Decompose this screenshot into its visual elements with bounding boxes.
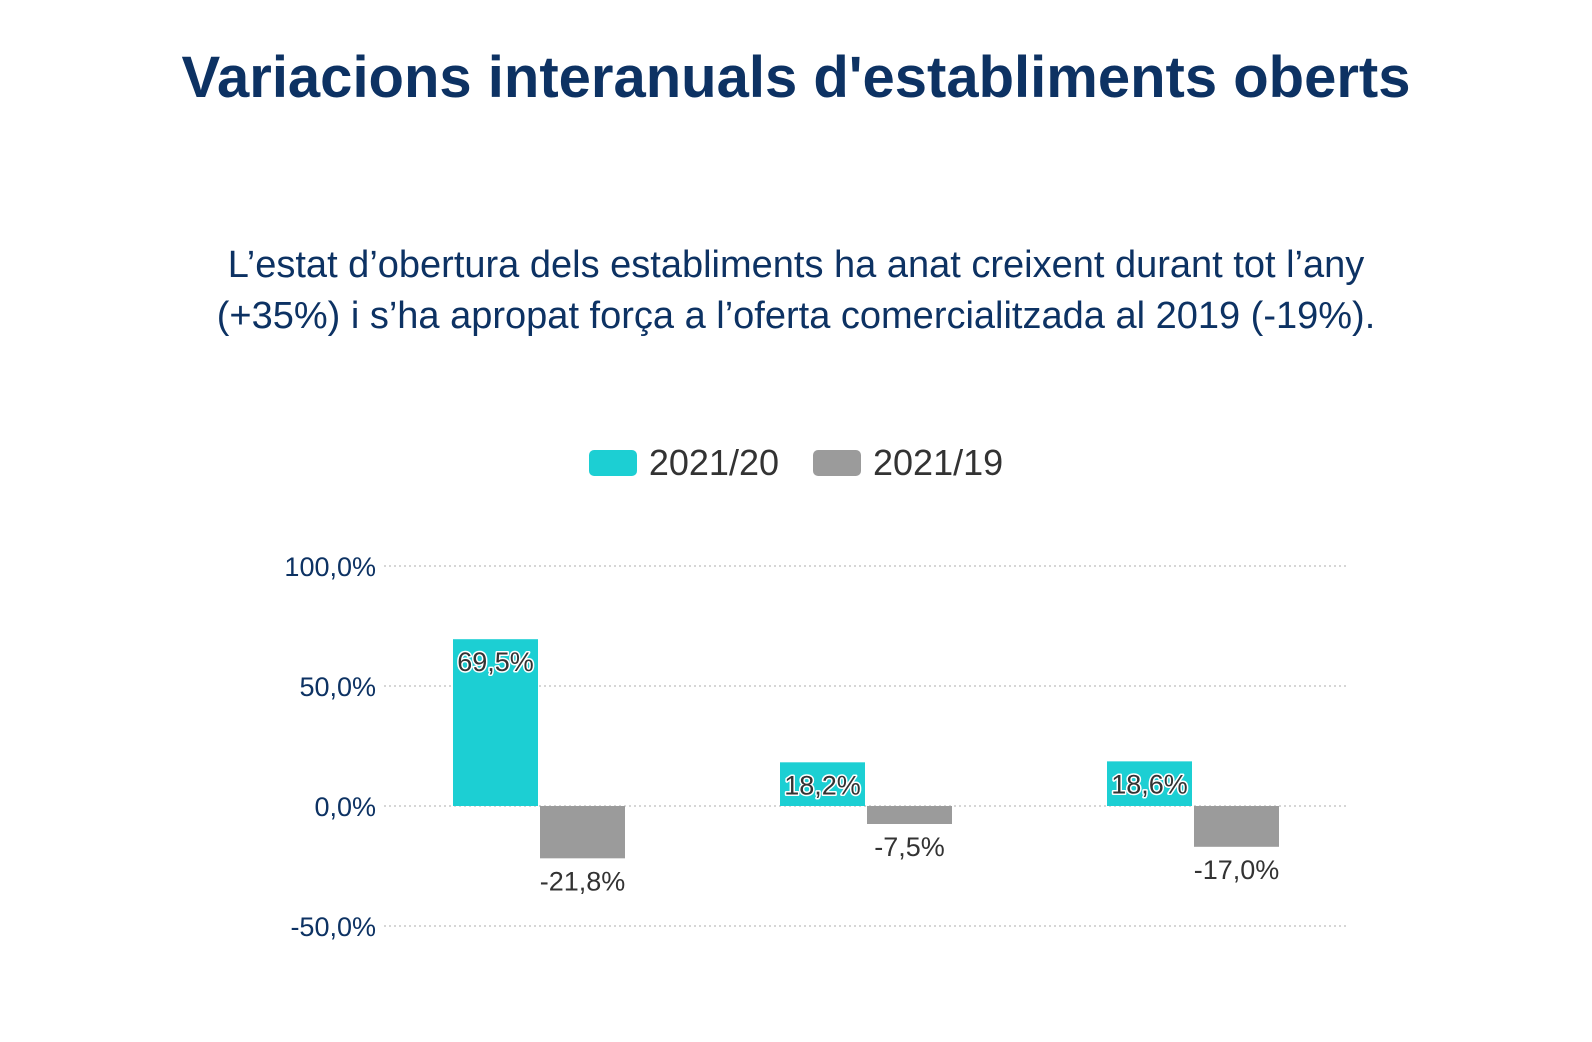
y-tick-label-3: -50,0%	[290, 912, 376, 942]
chart-subtitle: L’estat d’obertura dels establiments ha …	[216, 244, 1376, 337]
legend-label-series-2: 2021/19	[873, 442, 1004, 483]
bar-series-2-3[interactable]	[1194, 806, 1279, 847]
data-label-series-1-3: 18,6%	[1111, 769, 1188, 799]
y-tick-label-1: 50,0%	[299, 672, 376, 702]
y-axis: 100,0% 50,0% 0,0% -50,0%	[284, 552, 376, 942]
bars	[453, 639, 1279, 859]
legend-item-series-2[interactable]: 2021/19	[813, 442, 1003, 484]
legend-swatch-series-2	[813, 450, 861, 476]
data-label-series-1-2: 18,2%	[784, 770, 861, 800]
data-label-series-2-1: -21,8%	[540, 866, 626, 896]
y-tick-label-0: 100,0%	[284, 552, 376, 582]
bar-series-1-1[interactable]	[453, 639, 538, 806]
data-label-series-1-1: 69,5%	[457, 647, 534, 677]
legend-swatch-series-1	[588, 450, 637, 476]
bar-series-1-2[interactable]	[780, 762, 865, 806]
legend: 2021/20 2021/19	[0, 442, 1592, 484]
data-label-series-2-2: -7,5%	[874, 832, 945, 862]
chart-title: Variacions interanuals d'establiments ob…	[181, 45, 1411, 110]
legend-item-series-1[interactable]: 2021/20	[588, 442, 779, 484]
data-labels: 69,5% 18,2% 18,6% -21,8% -7,5% -17,0%	[456, 646, 1280, 897]
data-label-series-2-3: -17,0%	[1194, 855, 1280, 885]
y-tick-label-2: 0,0%	[314, 792, 376, 822]
bar-series-1-3[interactable]	[1107, 761, 1192, 806]
bar-series-2-2[interactable]	[867, 806, 952, 824]
legend-label-series-1: 2021/20	[648, 442, 779, 483]
bar-series-2-1[interactable]	[540, 806, 625, 859]
